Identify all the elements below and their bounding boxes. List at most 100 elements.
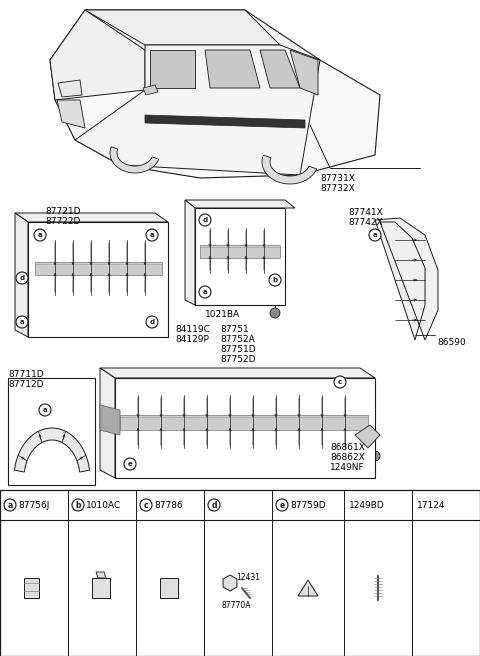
Polygon shape <box>92 578 110 598</box>
Polygon shape <box>0 490 480 656</box>
Text: 87756J: 87756J <box>18 501 49 510</box>
Text: a: a <box>20 319 24 325</box>
Text: d: d <box>203 217 207 223</box>
Polygon shape <box>35 262 162 275</box>
Text: a: a <box>43 407 48 413</box>
Text: 87712D: 87712D <box>8 380 44 389</box>
Polygon shape <box>58 80 82 97</box>
Circle shape <box>269 274 281 286</box>
Polygon shape <box>75 45 320 175</box>
Text: d: d <box>19 275 24 281</box>
Polygon shape <box>185 200 295 208</box>
Text: 86862X: 86862X <box>330 453 365 462</box>
Ellipse shape <box>434 580 458 596</box>
Text: 17124: 17124 <box>417 501 445 510</box>
Text: 87742X: 87742X <box>348 218 383 227</box>
Polygon shape <box>115 378 375 478</box>
Polygon shape <box>290 50 318 95</box>
Circle shape <box>16 272 28 284</box>
Circle shape <box>16 316 28 328</box>
Text: b: b <box>273 277 277 283</box>
Text: a: a <box>7 501 12 510</box>
Text: a: a <box>150 232 154 238</box>
Text: 87711D: 87711D <box>8 370 44 379</box>
Text: 12431: 12431 <box>236 573 260 582</box>
Circle shape <box>199 214 211 226</box>
Circle shape <box>39 404 51 416</box>
Polygon shape <box>160 578 178 598</box>
Polygon shape <box>262 155 317 184</box>
Polygon shape <box>100 368 115 478</box>
Polygon shape <box>8 378 95 485</box>
Circle shape <box>140 499 152 511</box>
Polygon shape <box>223 575 237 591</box>
Circle shape <box>208 499 220 511</box>
Polygon shape <box>100 405 120 435</box>
Text: a: a <box>203 289 207 295</box>
Circle shape <box>374 572 382 580</box>
Text: d: d <box>149 319 155 325</box>
Polygon shape <box>100 368 375 378</box>
Polygon shape <box>145 115 305 128</box>
Circle shape <box>225 578 235 588</box>
Polygon shape <box>200 245 280 258</box>
Polygon shape <box>14 428 90 472</box>
Circle shape <box>369 229 381 241</box>
Polygon shape <box>145 45 200 90</box>
Text: a: a <box>372 232 377 238</box>
Circle shape <box>276 499 288 511</box>
Text: 1249BD: 1249BD <box>349 501 385 510</box>
Text: 1249NF: 1249NF <box>330 463 365 472</box>
Circle shape <box>4 499 16 511</box>
Polygon shape <box>120 415 368 430</box>
Polygon shape <box>205 50 260 88</box>
Polygon shape <box>85 10 280 45</box>
Text: 84119C: 84119C <box>175 325 210 334</box>
Polygon shape <box>24 578 39 598</box>
Text: a: a <box>38 232 42 238</box>
Circle shape <box>334 376 346 388</box>
Polygon shape <box>96 572 106 578</box>
Text: 87752D: 87752D <box>220 355 255 364</box>
Polygon shape <box>375 218 438 340</box>
Text: b: b <box>75 501 81 510</box>
Text: c: c <box>144 501 148 510</box>
Circle shape <box>270 308 280 318</box>
Circle shape <box>146 316 158 328</box>
Text: 87741X: 87741X <box>348 208 383 217</box>
Polygon shape <box>50 10 380 178</box>
Circle shape <box>199 286 211 298</box>
Text: 84129P: 84129P <box>175 335 209 344</box>
Circle shape <box>146 229 158 241</box>
Circle shape <box>221 101 229 109</box>
Text: 1021BA: 1021BA <box>205 310 240 319</box>
Circle shape <box>266 104 274 112</box>
Text: 87732X: 87732X <box>320 184 355 193</box>
Polygon shape <box>57 100 85 128</box>
Text: 87759D: 87759D <box>290 501 325 510</box>
Circle shape <box>370 451 380 461</box>
Polygon shape <box>15 213 168 222</box>
Text: d: d <box>211 501 217 510</box>
Polygon shape <box>110 147 159 173</box>
Text: e: e <box>128 461 132 467</box>
Text: 86861X: 86861X <box>330 443 365 452</box>
Polygon shape <box>150 50 195 88</box>
Circle shape <box>124 458 136 470</box>
Polygon shape <box>260 50 300 88</box>
Polygon shape <box>28 222 168 337</box>
Text: 86590: 86590 <box>437 338 466 347</box>
Text: 87786: 87786 <box>154 501 183 510</box>
Text: 87752A: 87752A <box>220 335 255 344</box>
Polygon shape <box>143 85 158 95</box>
Circle shape <box>72 499 84 511</box>
Text: 87731X: 87731X <box>320 174 355 183</box>
Text: 87770A: 87770A <box>222 601 252 610</box>
Text: 87751D: 87751D <box>220 345 256 354</box>
Text: 87751: 87751 <box>220 325 249 334</box>
Circle shape <box>34 229 46 241</box>
Polygon shape <box>298 580 318 596</box>
Polygon shape <box>195 208 285 305</box>
Text: 87721D: 87721D <box>45 207 81 216</box>
Polygon shape <box>185 200 195 305</box>
